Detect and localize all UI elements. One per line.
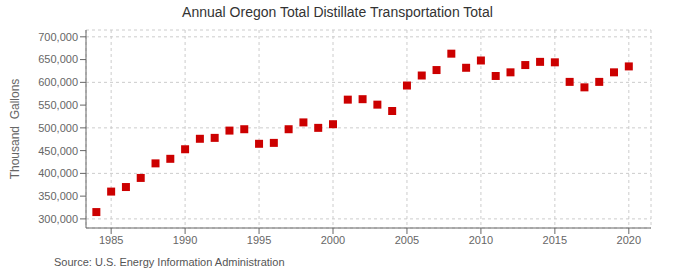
svg-text:2000: 2000 [321, 234, 345, 246]
svg-text:1990: 1990 [173, 234, 197, 246]
svg-text:2015: 2015 [543, 234, 567, 246]
svg-text:1995: 1995 [247, 234, 271, 246]
svg-text:350,000: 350,000 [38, 190, 78, 202]
svg-text:700,000: 700,000 [38, 31, 78, 43]
svg-text:400,000: 400,000 [38, 167, 78, 179]
svg-text:550,000: 550,000 [38, 99, 78, 111]
svg-text:500,000: 500,000 [38, 122, 78, 134]
svg-text:1985: 1985 [99, 234, 123, 246]
svg-text:2010: 2010 [469, 234, 493, 246]
svg-text:300,000: 300,000 [38, 213, 78, 225]
svg-text:450,000: 450,000 [38, 145, 78, 157]
html-text:Annual Oregon Total Distillate: Annual Oregon Total Distillate Transport… [182, 4, 493, 20]
svg-text:Thousand Gallons: Thousand Gallons [8, 79, 22, 180]
svg-text:2005: 2005 [395, 234, 419, 246]
html-text:Source: U.S. Energy Informatio: Source: U.S. Energy Information Administ… [54, 256, 285, 268]
svg-text:2020: 2020 [617, 234, 641, 246]
svg-text:650,000: 650,000 [38, 53, 78, 65]
svg-text:600,000: 600,000 [38, 76, 78, 88]
